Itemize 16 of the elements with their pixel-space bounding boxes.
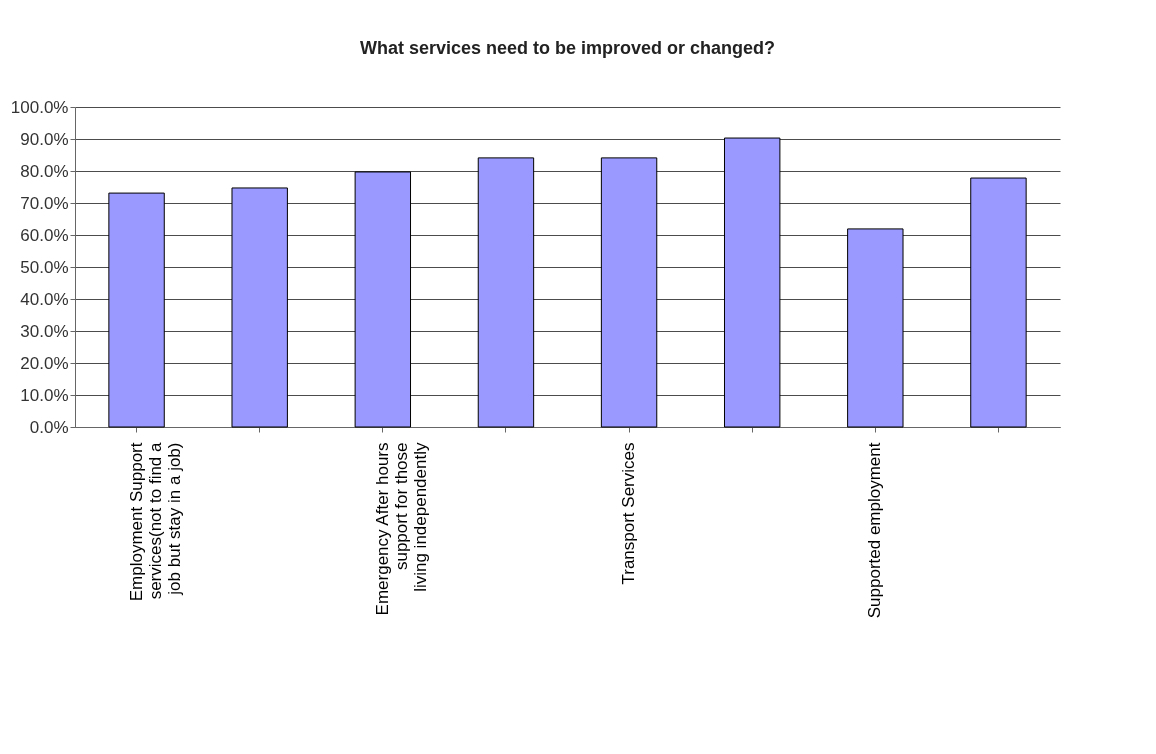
x-tick-label: Supported employment xyxy=(865,442,885,619)
y-tick-label: 30.0% xyxy=(20,321,69,341)
y-tick-label: 50.0% xyxy=(20,257,69,277)
y-tick-label: 0.0% xyxy=(29,417,69,437)
y-tick-label: 40.0% xyxy=(20,289,69,309)
y-tick-label: 70.0% xyxy=(20,193,69,213)
x-tick-label: Emergency After hours support for those living independently xyxy=(372,442,430,616)
x-tick-label: Transport Services xyxy=(619,442,639,585)
chart-title: What services need to be improved or changed? xyxy=(359,38,776,58)
y-tick-label: 10.0% xyxy=(20,385,69,405)
y-tick-label: 60.0% xyxy=(20,225,69,245)
y-tick-label: 90.0% xyxy=(20,129,69,149)
y-tick-label: 20.0% xyxy=(20,353,69,373)
y-tick-label: 100.0% xyxy=(10,97,69,117)
x-tick-label: Employment Support services(not to find a job but stay in a job) xyxy=(126,441,184,602)
y-tick-label: 80.0% xyxy=(20,161,69,181)
